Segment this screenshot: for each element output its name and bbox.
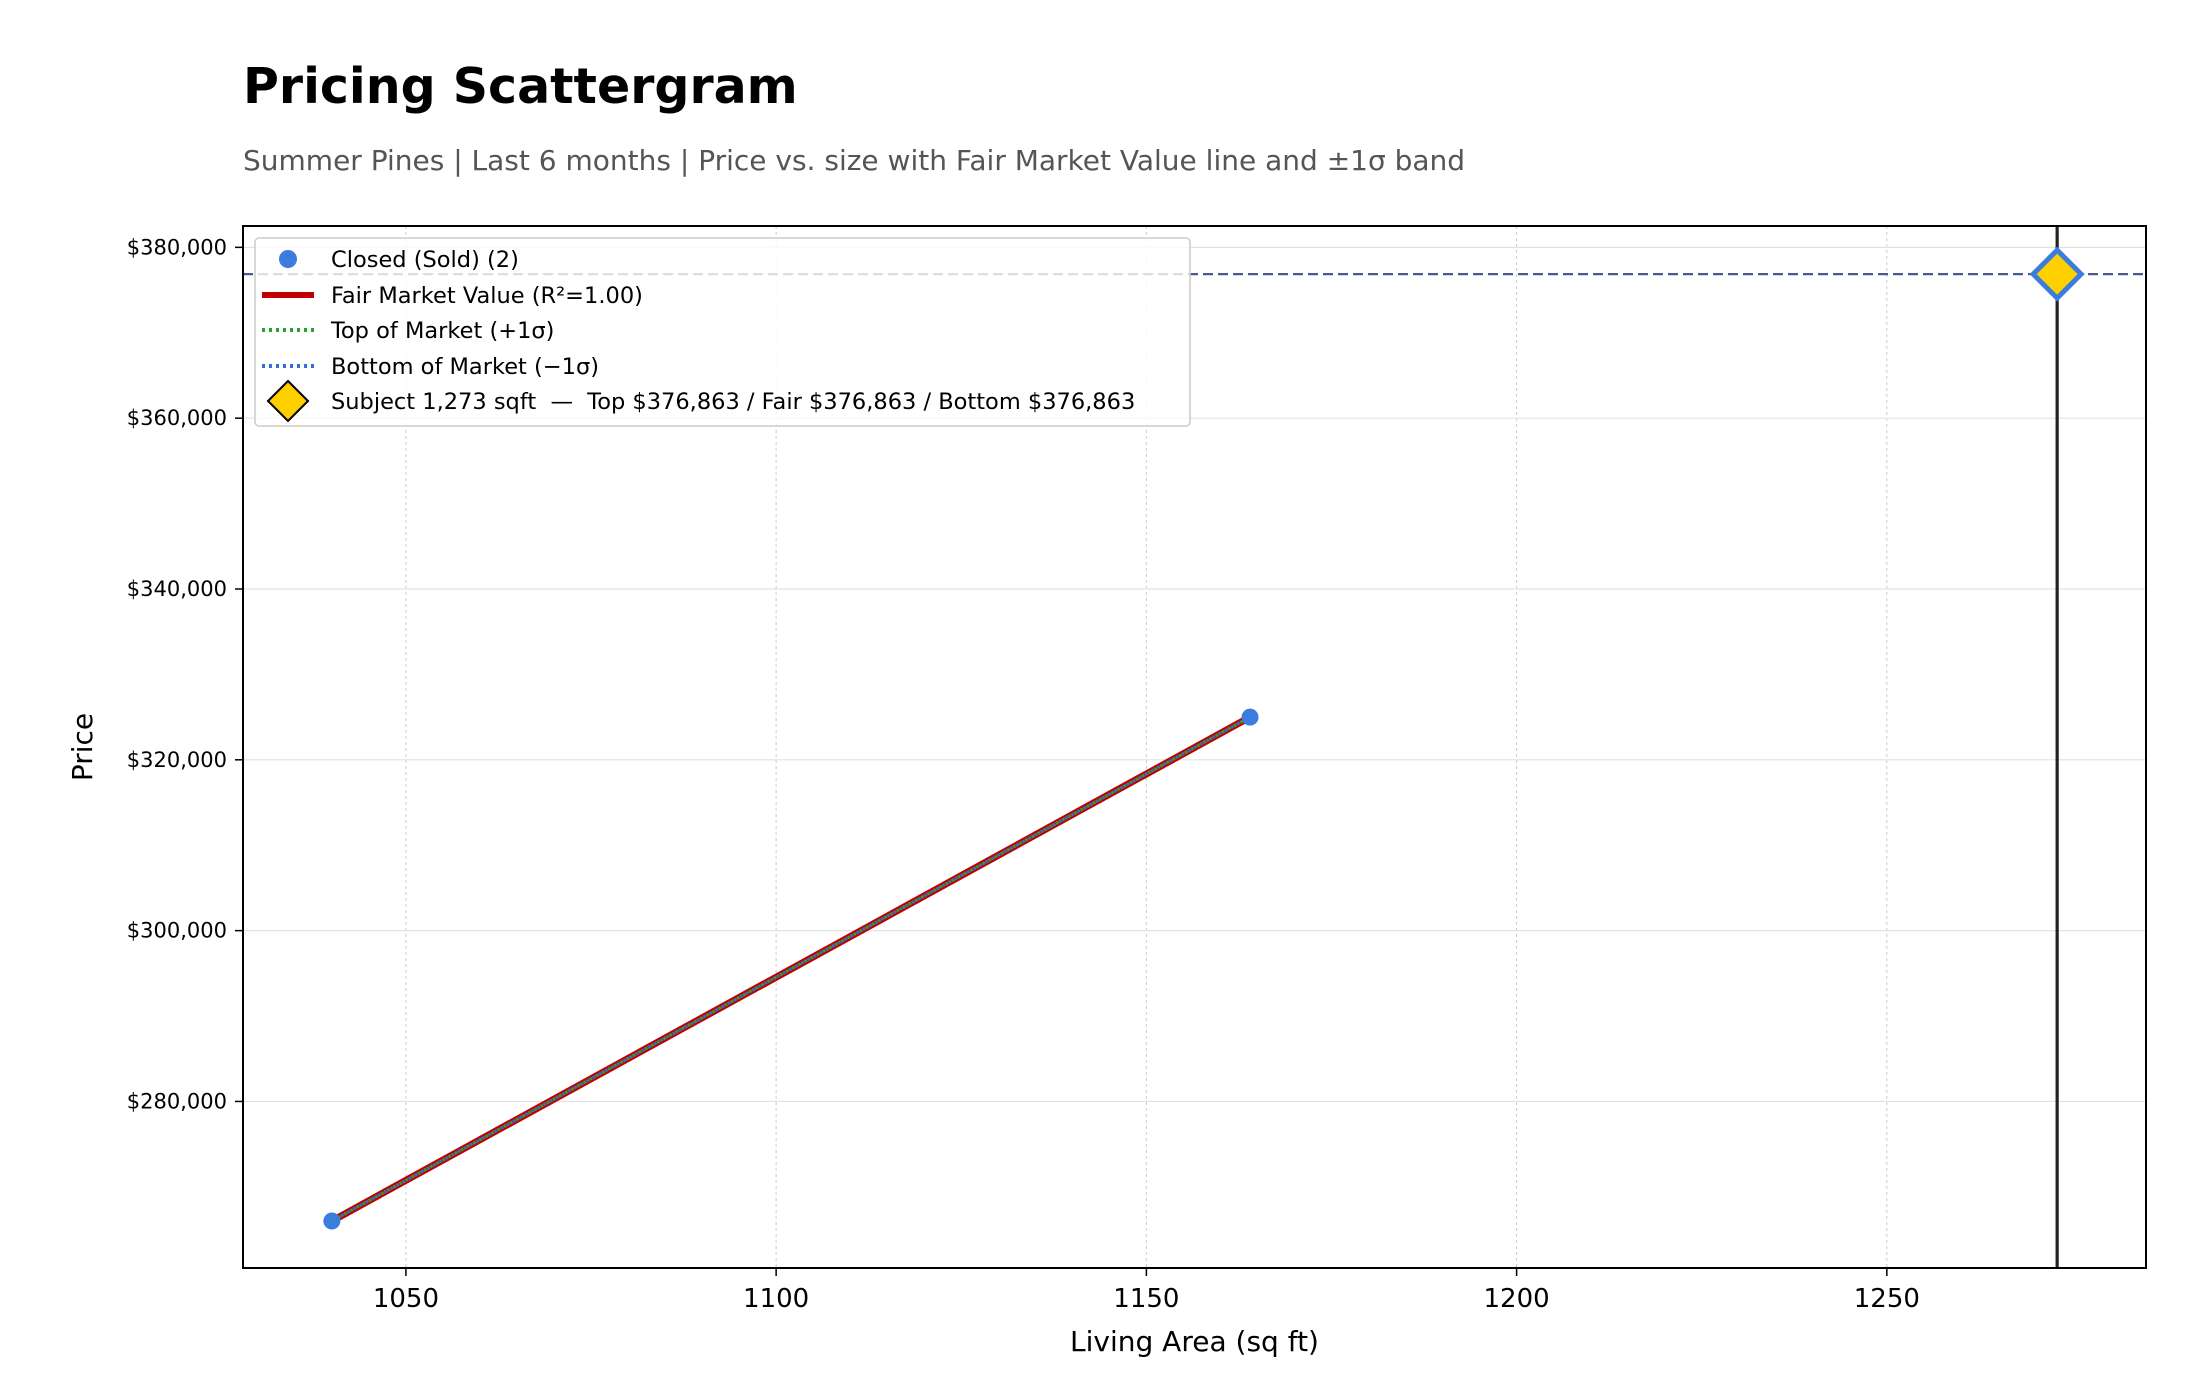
x-tick-label: 1250 [1854,1284,1920,1314]
legend-label: Subject 1,273 sqft — Top $376,863 / Fair… [331,389,1135,415]
legend-marker-sold [279,250,297,268]
chart-subtitle: Summer Pines | Last 6 months | Price vs.… [243,144,1466,177]
y-tick-label: $280,000 [127,1089,227,1113]
legend-label: Top of Market (+1σ) [330,318,554,344]
y-tick-label: $320,000 [127,748,227,772]
chart-title: Pricing Scattergram [243,58,798,115]
x-axis-label: Living Area (sq ft) [1070,1325,1319,1358]
series-layer [323,246,2085,1230]
subject-marker [2029,246,2085,302]
bottom-of-market-line [331,715,1251,1223]
legend: Closed (Sold) (2) Fair Market Value (R²=1… [254,237,1191,427]
legend-label: Bottom of Market (−1σ) [331,354,599,380]
legend-label: Closed (Sold) (2) [331,247,519,273]
legend-box [254,237,1191,427]
y-tick-label: $360,000 [127,406,227,430]
y-tick-label: $340,000 [127,577,227,601]
y-axis-label: Price [66,713,99,781]
x-tick-label: 1200 [1484,1284,1550,1314]
legend-label: Fair Market Value (R²=1.00) [331,283,643,309]
x-tick-label: 1100 [743,1284,809,1314]
plot-frame [242,225,2147,1269]
axes: 1050 1100 1150 1200 1250 $280,000 $300,000 $320… [127,235,1920,1314]
sold-point [1241,708,1259,726]
x-tick-label: 1050 [373,1284,439,1314]
sold-point [323,1212,341,1230]
legend-marker-subject [266,379,310,423]
x-tick-label: 1150 [1113,1284,1179,1314]
y-tick-label: $300,000 [127,919,227,943]
y-tick-label: $380,000 [127,235,227,259]
